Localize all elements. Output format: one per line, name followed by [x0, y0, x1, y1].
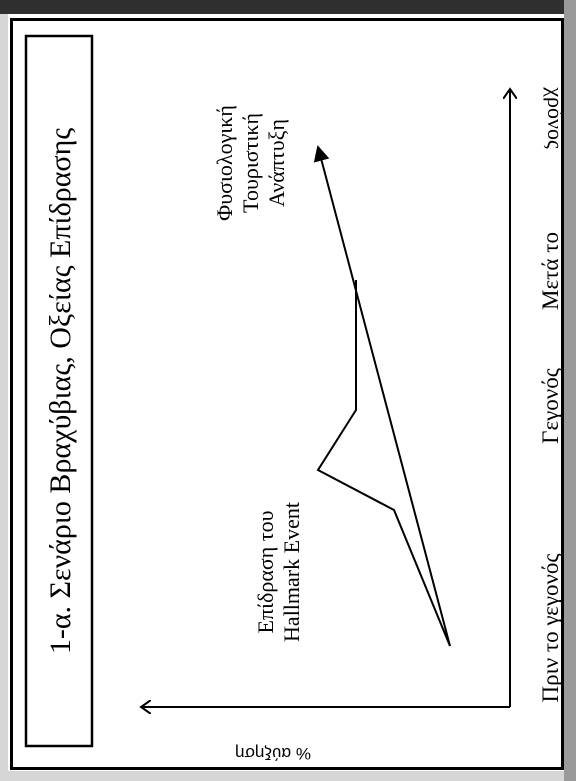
- tick-before-event: Πριν το γεγονός: [538, 553, 563, 702]
- event-label-line1: Επίδραση του: [253, 510, 278, 633]
- trend-label-line2: Τουριστική: [238, 113, 263, 213]
- tick-after-event: Μετά το: [538, 232, 563, 310]
- event-label-line2: Hallmark Event: [279, 502, 304, 642]
- trend-label-line1: Φυσιολογική: [212, 105, 237, 221]
- y-axis-label: % αύξηση: [235, 744, 311, 763]
- trend-label-line3: Ανάπτυξη: [264, 119, 289, 207]
- slide-border: [10, 18, 564, 770]
- event-impact-line: [316, 280, 451, 647]
- normal-growth-line: [313, 145, 451, 647]
- title: 1-α. Σενάριο Βραχύβιας, Οξείας Επίδρασης: [44, 128, 77, 654]
- tick-event: Γεγονός: [538, 368, 563, 444]
- x-axis-label: χρόνος: [543, 86, 568, 149]
- title-box: [24, 34, 94, 748]
- scan-top-bar: [0, 0, 576, 14]
- scan-right-edge: [564, 0, 576, 781]
